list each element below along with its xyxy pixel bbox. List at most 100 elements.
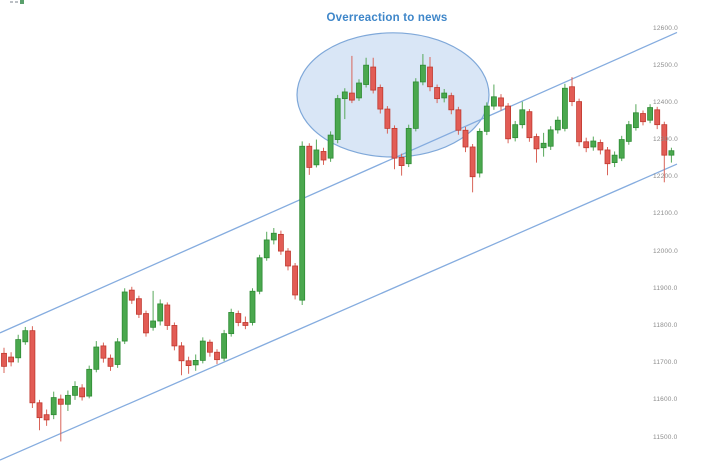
candle — [299, 141, 306, 306]
candle — [356, 79, 362, 101]
candle — [384, 106, 391, 134]
candle — [540, 132, 547, 157]
candle — [15, 334, 22, 363]
candle — [469, 144, 476, 193]
candle — [419, 54, 426, 86]
candle — [128, 286, 135, 304]
candle — [611, 151, 618, 168]
candle — [533, 133, 540, 163]
candle — [668, 147, 675, 163]
candle — [640, 110, 646, 126]
candle — [185, 356, 192, 374]
candle — [490, 84, 497, 110]
candle — [391, 125, 398, 170]
candle — [29, 326, 36, 408]
candle — [476, 128, 483, 178]
candle — [221, 329, 228, 362]
candle — [363, 57, 370, 88]
candle — [348, 55, 355, 104]
candle — [661, 121, 668, 183]
candle — [462, 126, 469, 153]
candle — [72, 381, 78, 400]
y-axis-label: 11900.0 — [653, 284, 678, 292]
candle — [455, 106, 462, 135]
candle — [505, 103, 512, 144]
candle — [277, 230, 284, 255]
candle — [121, 288, 128, 345]
candle — [36, 399, 43, 431]
candle — [334, 94, 341, 144]
candle — [256, 254, 263, 295]
candle — [43, 409, 50, 426]
candle — [618, 135, 625, 162]
y-axis-label: 11600.0 — [653, 396, 678, 404]
candle — [633, 104, 639, 131]
candle — [320, 147, 327, 165]
candle — [214, 349, 220, 365]
candle — [100, 342, 107, 363]
candle — [242, 316, 249, 330]
annotation-text-overreaction[interactable]: Overreaction to news — [326, 12, 448, 24]
candle — [313, 139, 320, 168]
legend-chip-icon — [20, 0, 24, 4]
candle — [93, 341, 100, 373]
candle — [235, 310, 242, 327]
y-axis-label: 12600.0 — [653, 24, 678, 32]
candle — [178, 342, 185, 376]
candle — [483, 102, 490, 136]
candle — [270, 228, 277, 245]
candle — [405, 124, 412, 168]
y-axis-label: 11700.0 — [653, 359, 678, 367]
candle — [554, 116, 561, 134]
candle — [171, 322, 178, 351]
candle — [228, 308, 235, 337]
legend-dash — [15, 1, 18, 3]
candle — [114, 338, 121, 368]
candle — [547, 126, 554, 150]
candle — [590, 136, 597, 151]
candle — [57, 394, 64, 442]
candle — [519, 101, 526, 129]
candle — [377, 84, 384, 114]
candle — [512, 120, 519, 142]
candle — [370, 57, 377, 94]
candle — [441, 88, 448, 103]
candle — [8, 352, 15, 367]
candle — [50, 391, 57, 420]
y-axis-label: 12100.0 — [653, 210, 678, 218]
candle — [327, 131, 334, 162]
upper-channel-line[interactable] — [0, 31, 678, 334]
y-axis-label: 12200.0 — [653, 173, 678, 181]
candle — [192, 354, 199, 371]
candle — [22, 326, 29, 345]
candle — [562, 83, 568, 132]
candle — [448, 92, 455, 115]
candle — [625, 120, 632, 145]
candle — [86, 365, 93, 399]
candle — [150, 290, 157, 331]
candle — [341, 88, 348, 120]
candle — [143, 310, 149, 337]
y-axis-label: 12300.0 — [653, 136, 678, 144]
candle — [412, 78, 419, 132]
candle — [65, 390, 71, 411]
candle — [263, 231, 270, 261]
candle — [498, 94, 504, 111]
candle — [647, 104, 653, 124]
candle — [597, 139, 604, 155]
candle — [434, 84, 441, 104]
y-axis-label: 11500.0 — [653, 433, 678, 441]
legend-dash — [10, 1, 13, 3]
candle — [79, 384, 85, 401]
candle — [583, 137, 590, 153]
lower-channel-line[interactable] — [0, 163, 678, 461]
candle — [157, 299, 164, 326]
candle — [576, 98, 582, 147]
y-axis-label: 12400.0 — [653, 98, 678, 106]
candle — [526, 109, 533, 142]
candle — [654, 106, 661, 130]
candle — [206, 339, 213, 357]
candle — [398, 153, 405, 176]
